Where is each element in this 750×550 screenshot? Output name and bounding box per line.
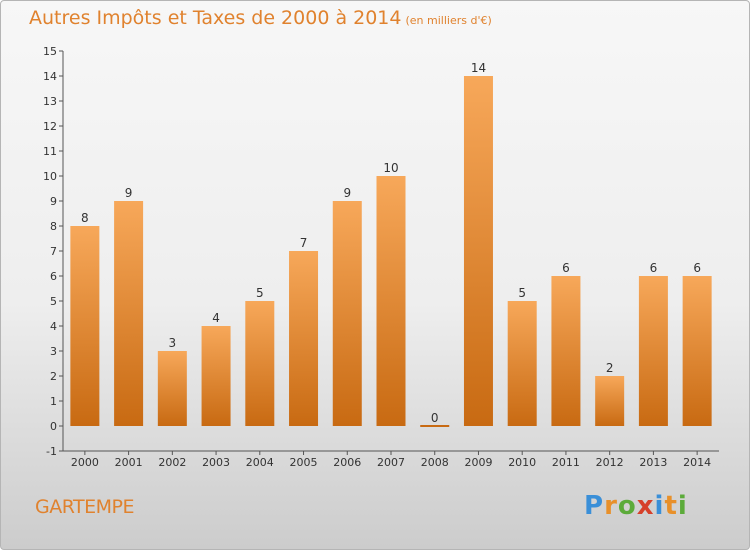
data-label: 7 [300, 236, 308, 250]
logo-letter: o [617, 491, 637, 521]
x-tick-label: 2000 [71, 456, 99, 469]
data-label: 6 [693, 261, 701, 275]
y-tick-label: 11 [43, 145, 57, 158]
x-tick-label: 2003 [202, 456, 230, 469]
y-tick-label: 10 [43, 170, 57, 183]
place-name: GARTEMPE [35, 496, 135, 518]
bar [507, 301, 537, 426]
x-tick-label: 2007 [377, 456, 405, 469]
bar [420, 425, 450, 427]
data-label: 6 [650, 261, 658, 275]
bar [638, 276, 668, 426]
x-tick-label: 2011 [552, 456, 580, 469]
y-tick-label: 12 [43, 120, 57, 133]
x-tick-label: 2001 [115, 456, 143, 469]
bar [332, 201, 362, 426]
y-tick-label: 4 [50, 320, 57, 333]
y-tick-label: 15 [43, 45, 57, 58]
bar [463, 76, 493, 426]
data-label: 4 [212, 311, 220, 325]
x-tick-label: 2010 [508, 456, 536, 469]
x-tick-label: 2013 [639, 456, 667, 469]
chart-title-text: Autres Impôts et Taxes de 2000 à 2014 [29, 7, 402, 29]
y-tick-label: -1 [46, 445, 57, 458]
logo-letter: i [654, 491, 665, 521]
logo-letter: i [677, 491, 688, 521]
data-label: 2 [606, 361, 614, 375]
y-tick-label: 13 [43, 95, 57, 108]
y-tick-label: 5 [50, 295, 57, 308]
bar [551, 276, 581, 426]
x-tick-label: 2009 [464, 456, 492, 469]
chart-title: Autres Impôts et Taxes de 2000 à 2014 (en… [29, 7, 492, 29]
logo-letter: t [664, 491, 678, 521]
data-label: 9 [125, 186, 133, 200]
y-tick-label: 0 [50, 420, 57, 433]
x-tick-label: 2014 [683, 456, 711, 469]
y-tick-label: 1 [50, 395, 57, 408]
bar [376, 176, 406, 426]
data-label: 14 [471, 61, 486, 75]
data-label: 9 [343, 186, 351, 200]
chart-unit: (en milliers d'€) [405, 14, 492, 27]
bar [157, 351, 187, 426]
y-tick-label: 8 [50, 220, 57, 233]
bar [289, 251, 319, 426]
data-label: 5 [518, 286, 526, 300]
bar [245, 301, 275, 426]
bar [595, 376, 625, 426]
data-label: 10 [383, 161, 398, 175]
x-tick-label: 2012 [596, 456, 624, 469]
x-tick-label: 2008 [421, 456, 449, 469]
data-label: 6 [562, 261, 570, 275]
proxiti-logo: Proxiti [584, 491, 688, 521]
y-tick-label: 6 [50, 270, 57, 283]
bar [114, 201, 144, 426]
data-label: 5 [256, 286, 264, 300]
data-label: 0 [431, 411, 439, 425]
logo-letter: P [584, 491, 605, 521]
bar [70, 226, 100, 426]
y-tick-label: 7 [50, 245, 57, 258]
data-label: 8 [81, 211, 89, 225]
logo-letter: r [604, 491, 618, 521]
logo-letter: x [636, 491, 655, 521]
bar [682, 276, 712, 426]
x-tick-label: 2006 [333, 456, 361, 469]
y-tick-label: 9 [50, 195, 57, 208]
y-tick-label: 2 [50, 370, 57, 383]
x-tick-label: 2005 [290, 456, 318, 469]
y-tick-label: 14 [43, 70, 57, 83]
data-label: 3 [169, 336, 177, 350]
y-tick-label: 3 [50, 345, 57, 358]
x-tick-label: 2004 [246, 456, 274, 469]
x-tick-label: 2002 [158, 456, 186, 469]
bar [201, 326, 231, 426]
